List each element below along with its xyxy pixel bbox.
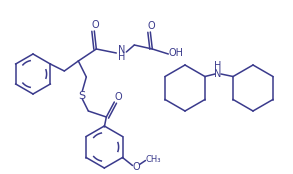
Text: O: O — [115, 92, 122, 102]
Text: N: N — [117, 45, 125, 55]
Text: H: H — [117, 52, 125, 62]
Text: O: O — [91, 20, 99, 30]
Text: CH₃: CH₃ — [146, 155, 161, 164]
Text: OH: OH — [169, 48, 184, 58]
Text: O: O — [147, 21, 155, 31]
Text: O: O — [133, 161, 140, 172]
Text: N: N — [214, 69, 222, 79]
Text: H: H — [214, 61, 222, 71]
Text: S: S — [78, 91, 85, 101]
